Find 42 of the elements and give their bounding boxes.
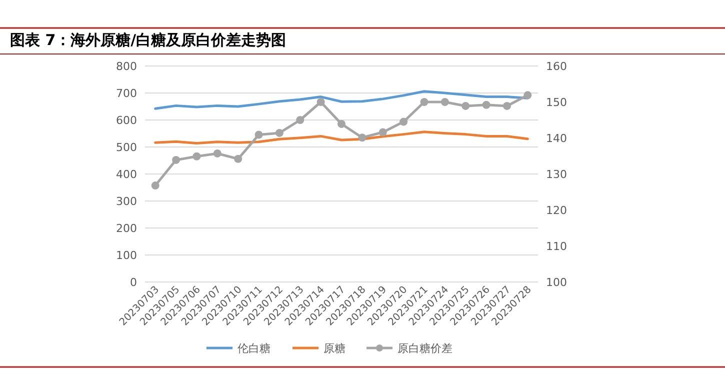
point: [234, 154, 242, 163]
point: [213, 149, 222, 158]
y-tick-label: 600: [116, 114, 137, 127]
point: [275, 128, 284, 137]
point: [358, 134, 366, 142]
y2-tick-label: 100: [546, 276, 567, 289]
point: [502, 102, 511, 110]
point: [378, 128, 387, 136]
y2-tick-label: 140: [546, 132, 567, 145]
point: [172, 156, 180, 164]
chart-title: 图表 7：海外原糖/白糖及原白价差走势图: [10, 31, 286, 49]
point: [524, 91, 532, 100]
point: [482, 100, 490, 109]
point: [462, 102, 470, 110]
point: [296, 116, 304, 124]
point: [151, 182, 160, 190]
point: [400, 118, 408, 126]
y2-tick-label: 130: [546, 168, 567, 181]
y-tick-label: 800: [116, 60, 137, 73]
point: [420, 98, 428, 106]
legend-原糖: 原糖: [292, 342, 346, 355]
point: [254, 130, 263, 139]
legend-label: 原糖: [324, 342, 346, 355]
y-tick-label: 300: [116, 195, 137, 208]
y-tick-label: 0: [130, 276, 137, 289]
legend-label: 伦白糖: [238, 342, 270, 355]
y2-tick-label: 120: [546, 204, 567, 217]
y-tick-label: 700: [116, 87, 137, 100]
point: [338, 120, 346, 128]
y2-tick-label: 150: [546, 96, 567, 109]
y-tick-label: 100: [116, 249, 137, 262]
y2-tick-label: 160: [546, 60, 567, 73]
legend-原白糖价差: 原白糖价差: [366, 342, 452, 355]
y-tick-label: 500: [116, 141, 137, 154]
point: [440, 98, 449, 106]
y2-tick-label: 110: [546, 240, 567, 253]
point: [316, 98, 325, 106]
point: [192, 152, 201, 160]
y-tick-label: 400: [116, 168, 137, 181]
legend-label: 原白糖价差: [398, 342, 452, 355]
y-tick-label: 200: [116, 222, 137, 235]
legend-伦白糖: 伦白糖: [206, 342, 270, 355]
